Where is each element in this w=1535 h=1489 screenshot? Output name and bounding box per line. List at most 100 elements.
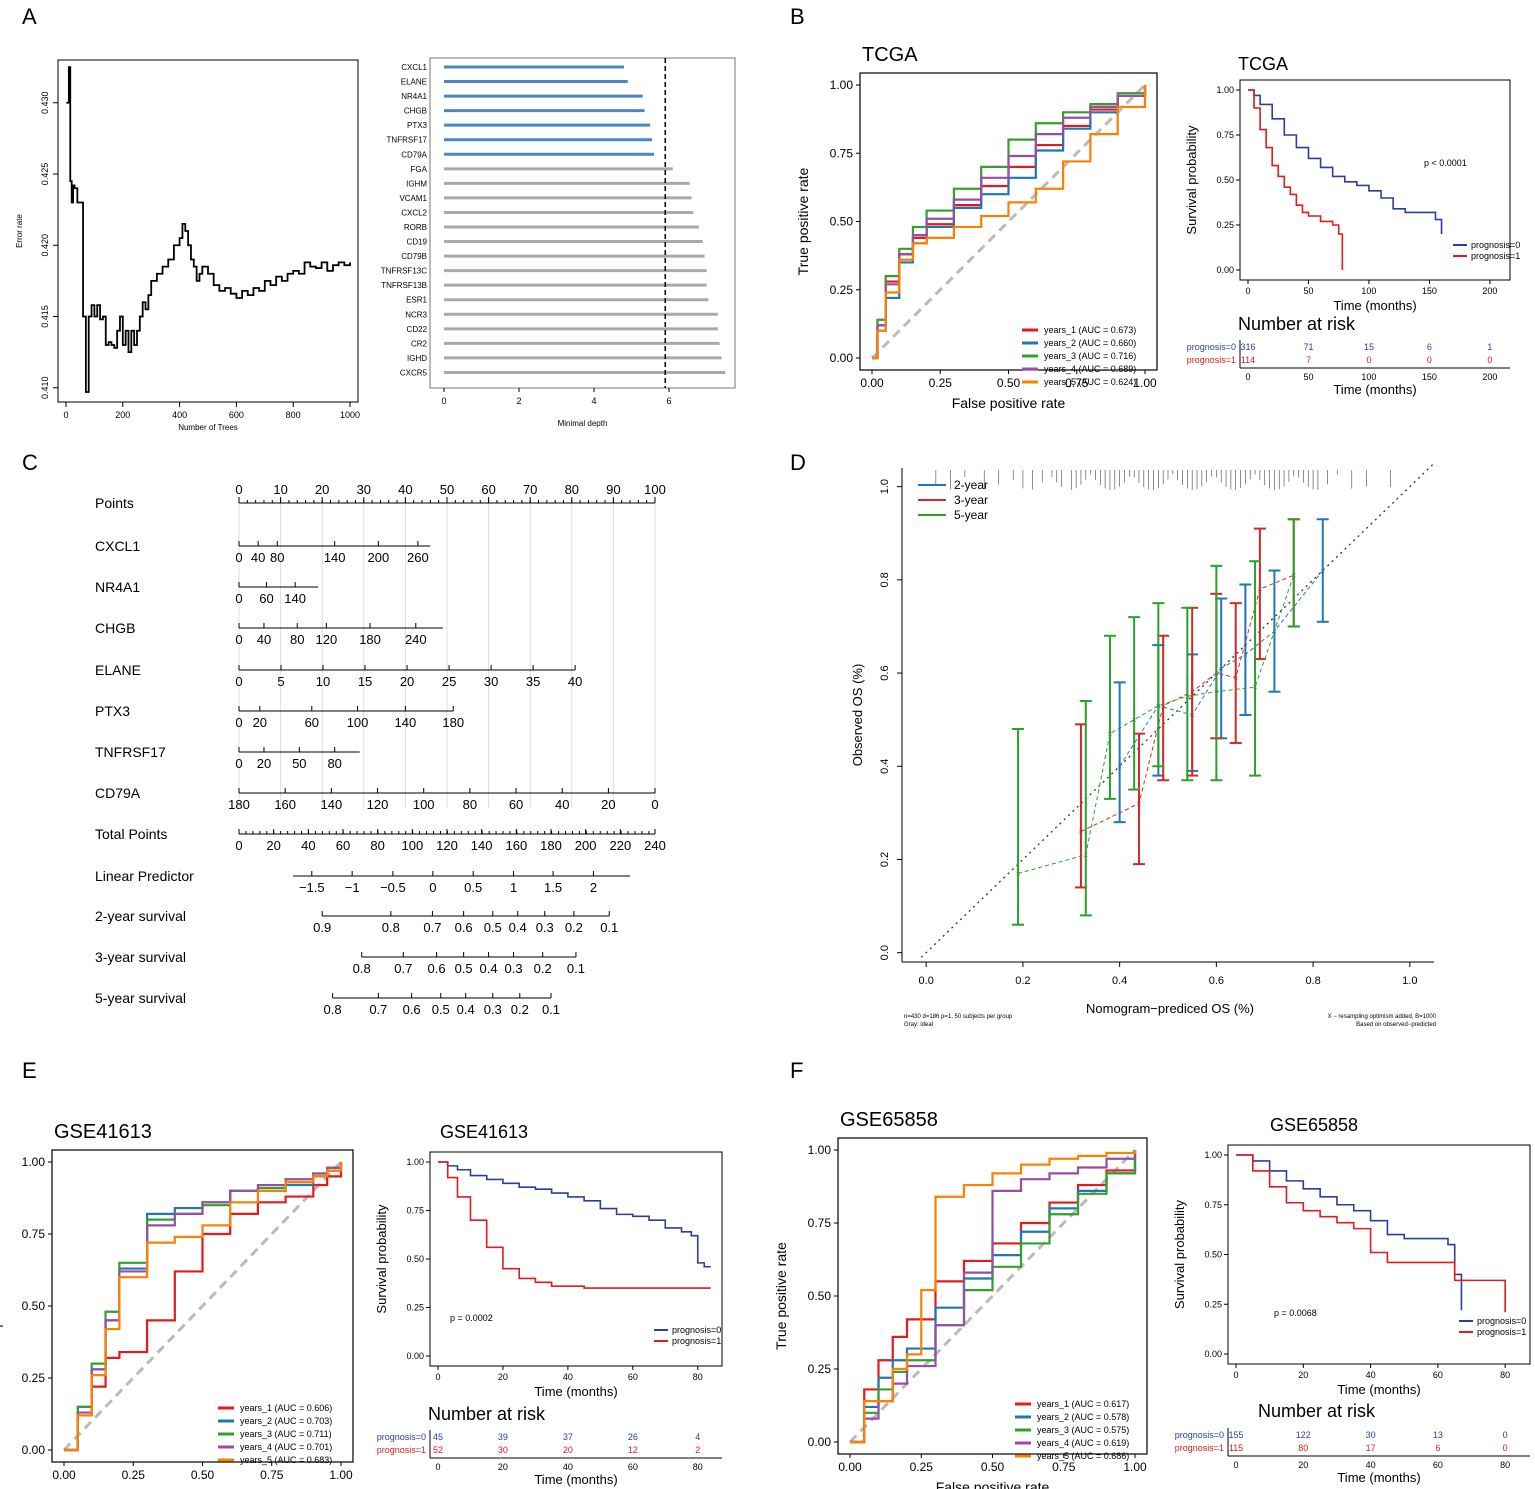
nomogram-tick-label: 20 [315,482,329,497]
nomogram-tick-label: 30 [357,482,371,497]
nomogram-tick-label: 2 [590,880,597,895]
nomogram-tick-label: 1.5 [544,880,562,895]
nomogram-tick-label: 40 [251,550,265,565]
roc-curve-years-1 [872,85,1147,360]
nomogram-tick-label: 0.1 [542,1002,560,1017]
risk-row-label: prognosis=0 [377,1432,426,1442]
y-tick-label: 1.00 [1216,85,1234,95]
risk-row-label: prognosis=1 [377,1445,426,1455]
y-tick-label: 0.25 [808,1362,832,1376]
nomogram-tick-label: 50 [292,756,306,771]
risk-time-label: 150 [1422,372,1437,382]
nomogram-row-label: 2-year survival [95,908,186,924]
risk-time-label: 0 [435,1462,440,1472]
y-tick-label: 0.50 [1216,175,1234,185]
y-axis-label: Survival probability [1184,125,1199,235]
roc-curve-years-5 [850,1150,1137,1444]
x-tick-label: 0.25 [929,376,953,390]
x-tick-label: 0.75 [260,1468,284,1482]
nomogram-tick-label: 60 [481,482,495,497]
x-tick-label: 0 [441,396,446,406]
risk-count: 0 [1487,355,1492,365]
risk-count: 80 [1298,1443,1308,1453]
nomogram-row-label: NR4A1 [95,579,140,595]
risk-time-label: 50 [1303,372,1313,382]
roc-title: GSE65858 [840,1109,938,1131]
nomogram-tick-label: 50 [440,482,454,497]
y-tick-label: 0.25 [1204,1299,1222,1309]
calibration-point: × [1253,683,1258,692]
legend-entry: years_1 (AUC = 0.606) [240,1403,332,1413]
y-axis-label: Observed OS (%) [850,664,865,767]
x-tick-label: 0.6 [1209,975,1224,987]
nomogram-tick-label: 0 [235,838,242,853]
nomogram-tick-label: 0.3 [536,920,554,935]
x-tick-label: 50 [1303,286,1313,296]
gene-label: IGHM [406,179,427,188]
roc-curve-years-1 [64,1162,343,1452]
y-axis-label: Error rate [15,214,24,248]
ideal-line [920,462,1435,958]
nomogram-tick-label: 0.6 [455,920,473,935]
calibration-point: × [1161,702,1166,711]
x-tick-label: 20 [498,1372,508,1382]
y-tick-label: 1.00 [830,78,854,92]
nomogram-tick-label: 160 [505,838,527,853]
y-tick-label: 0.8 [879,572,891,587]
nomogram-row-label: ELANE [95,662,141,678]
nomogram-row-label: 5-year survival [95,990,186,1006]
km-curve-prognosis-1 [438,1161,711,1289]
tcga-roc-plot: TCGA 0.00 0.00 0.25 0.25 0.50 0.50 0.75 0.75 1.00… [795,44,1158,411]
x-tick-label: 0.25 [910,1460,934,1474]
nomogram-tick-label: 180 [228,797,250,812]
risk-count: 39 [498,1432,508,1442]
km-title: GSE41613 [440,1122,528,1142]
nomogram-tick-label: 1 [510,880,517,895]
nomogram-tick-label: 0.4 [480,961,498,976]
nomogram-tick-label: 0.2 [534,961,552,976]
legend-entry: prognosis=0 [1471,240,1520,250]
y-tick-label: 0.25 [406,1303,424,1313]
nomogram-tick-label: 40 [257,632,271,647]
x-axis-label: Nomogram−prediced OS (%) [1086,1001,1254,1016]
gene-label: CXCL1 [401,63,427,72]
nomogram-tick-label: 100 [413,797,435,812]
nomogram-tick-label: 80 [290,632,304,647]
legend-entry: years_4 (AUC = 0.619) [1037,1438,1129,1448]
y-tick-label: 0.50 [1204,1250,1222,1260]
calibration-point: × [1243,650,1248,659]
x-axis-label: False positive rate [936,1479,1050,1489]
legend-entry: 5-year [954,508,988,522]
plot-frame [1239,79,1511,281]
risk-count: 12 [628,1445,638,1455]
minimal-depth-plot: CXCL1 ELANE NR4A1 CHGB PTX3 TNFRSF17 CD79A FGA I… [381,57,736,428]
roc-curve-years-4 [872,85,1147,360]
risk-count: 155 [1228,1430,1243,1440]
nomogram-tick-label: 0 [235,591,242,606]
nomogram-tick-label: 240 [405,632,427,647]
x-axis-label: False positive rate [952,395,1066,411]
gene-label: CHGB [404,107,427,116]
risk-table-heading: Number at risk [1258,1401,1376,1421]
calibration-point: × [1258,585,1263,594]
x-tick-label: 0.25 [122,1468,146,1482]
nomogram-tick-label: 140 [321,797,343,812]
calibration-point: × [1108,730,1113,739]
roc-title: TCGA [862,44,918,66]
nomogram-row-label: Total Points [95,826,167,842]
gene-label: CD19 [407,238,428,247]
risk-time-label: 200 [1482,372,1497,382]
y-tick-label: 0.50 [830,215,854,229]
y-tick-label: 0.50 [406,1254,424,1264]
risk-time-label: 40 [1366,1460,1376,1470]
nomogram-tick-label: 0.5 [455,961,473,976]
x-tick-label: 0.00 [52,1468,76,1482]
y-tick-label: 0.25 [830,283,854,297]
y-tick-label: 0.75 [830,146,854,160]
nomogram-tick-label: 180 [540,838,562,853]
x-tick-label: 40 [1366,1370,1376,1380]
calibration-note: n=430 d=186 p=1, 50 subjects per group [904,1014,1013,1020]
nomogram-tick-label: 10 [273,482,287,497]
y-tick-label: 0.00 [1204,1349,1222,1359]
nomogram-tick-label: 20 [400,674,414,689]
